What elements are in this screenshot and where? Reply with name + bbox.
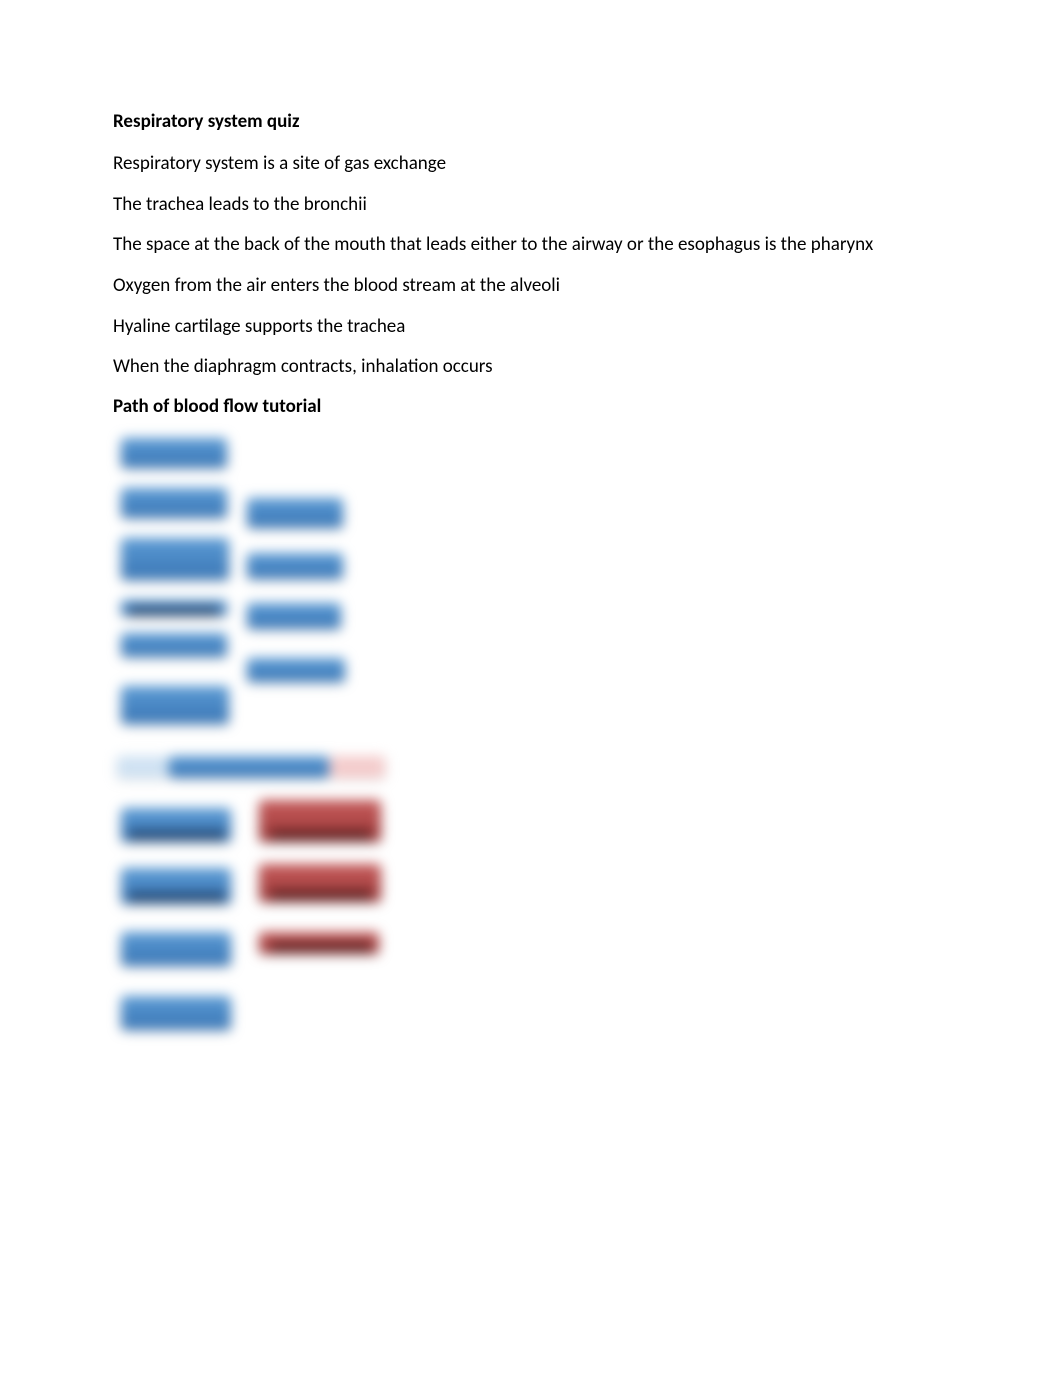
quiz-statement: The space at the back of the mouth that …: [113, 232, 949, 258]
diagram-box: [121, 633, 227, 657]
diagram-label-band: [129, 606, 219, 616]
diagram-label-band: [129, 830, 225, 840]
diagram-box: [169, 756, 329, 778]
tutorial-heading: Path of blood flow tutorial: [113, 395, 949, 418]
diagram-box: [247, 603, 341, 629]
diagram-box: [247, 658, 345, 682]
diagram-box: [121, 488, 227, 518]
diagram-label-band: [271, 942, 371, 952]
quiz-statement: Oxygen from the air enters the blood str…: [113, 273, 949, 299]
quiz-statement: Hyaline cartilage supports the trachea: [113, 314, 949, 340]
quiz-statement: The trachea leads to the bronchii: [113, 192, 949, 218]
quiz-statement: When the diaphragm contracts, inhalation…: [113, 354, 949, 380]
blood-flow-diagram: [113, 438, 403, 1078]
diagram-box: [329, 756, 385, 778]
diagram-box: [247, 498, 343, 528]
diagram-label-band: [271, 830, 371, 840]
quiz-heading: Respiratory system quiz: [113, 110, 949, 133]
diagram-label-band: [271, 890, 371, 900]
diagram-box: [121, 996, 231, 1030]
diagram-box: [117, 756, 169, 778]
diagram-box: [121, 438, 227, 468]
diagram-box: [121, 538, 229, 580]
diagram-label-band: [129, 892, 225, 902]
diagram-box: [121, 686, 229, 724]
diagram-box: [121, 932, 231, 966]
quiz-statement: Respiratory system is a site of gas exch…: [113, 151, 949, 177]
diagram-box: [247, 553, 343, 579]
